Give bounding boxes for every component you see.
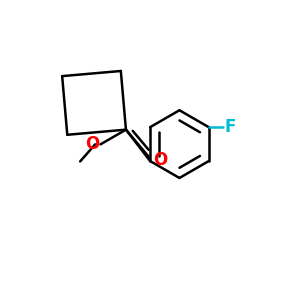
Text: O: O (153, 151, 167, 169)
Text: O: O (85, 135, 99, 153)
Text: F: F (225, 118, 236, 136)
